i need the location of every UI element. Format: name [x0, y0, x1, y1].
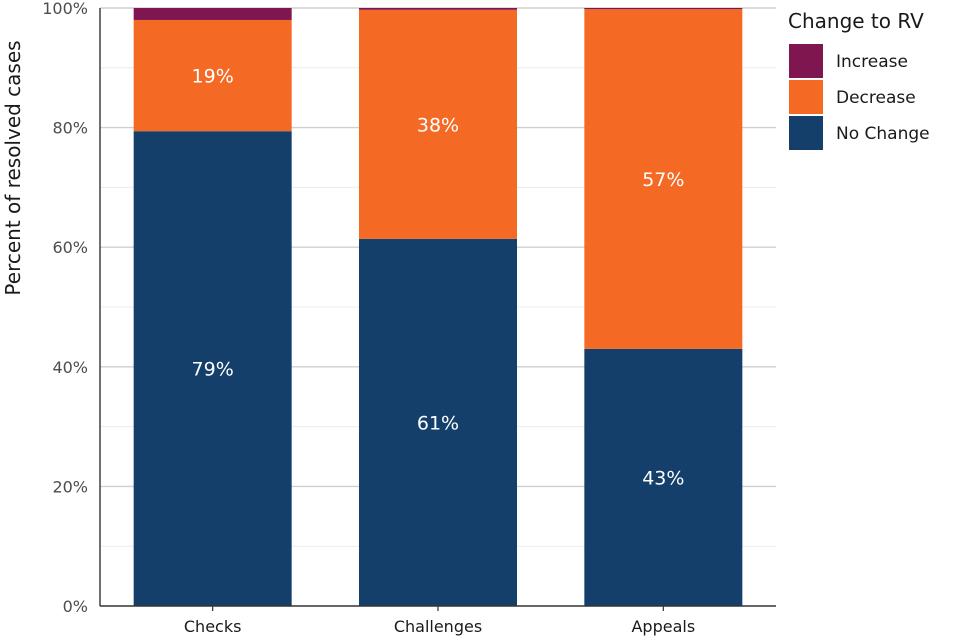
y-axis-title: Percent of resolved cases [1, 40, 25, 295]
x-tick-label: Challenges [394, 617, 482, 636]
y-tick-label: 40% [52, 358, 88, 377]
data-label-no-change-challenges: 61% [417, 412, 459, 434]
bars-layer [133, 8, 743, 607]
y-tick-label: 100% [42, 0, 88, 18]
data-label-no-change-appeals: 43% [642, 467, 684, 489]
legend-label-increase: Increase [836, 52, 908, 72]
legend-swatch-decrease [789, 80, 823, 114]
axis-layer: Checks Challenges Appeals 0% 20% 40% 60% 80% 100… [42, 0, 776, 636]
x-tick-label: Checks [184, 617, 242, 636]
bar-increase-challenges [359, 8, 517, 10]
labels-layer: 79% 19% 61% 38% 43% 57% [192, 66, 685, 490]
legend: Change to RV Increase Decrease No Change [788, 9, 930, 150]
data-label-no-change-checks: 79% [192, 359, 234, 381]
bar-decrease-challenges [359, 9, 517, 239]
bar-no-change-appeals [584, 348, 743, 606]
x-tick-label: Appeals [631, 617, 695, 636]
bar-decrease-appeals [584, 9, 743, 349]
bar-no-change-challenges [359, 238, 517, 606]
bar-decrease-checks [133, 19, 292, 132]
y-tick-label: 60% [52, 238, 88, 257]
y-tick-label: 20% [52, 477, 88, 496]
legend-label-decrease: Decrease [836, 88, 916, 108]
legend-label-no-change: No Change [836, 124, 930, 144]
data-label-decrease-appeals: 57% [642, 169, 684, 191]
y-tick-label: 0% [63, 597, 88, 616]
legend-title: Change to RV [788, 9, 924, 33]
legend-swatch-no-change [789, 116, 823, 150]
legend-swatch-increase [789, 44, 823, 78]
bar-no-change-checks [133, 131, 292, 607]
data-label-decrease-checks: 19% [192, 66, 234, 88]
bar-increase-appeals [584, 8, 743, 10]
y-tick-label: 80% [52, 119, 88, 138]
bar-increase-checks [133, 8, 292, 20]
data-label-decrease-challenges: 38% [417, 114, 459, 136]
legend-items: Increase Decrease No Change [789, 44, 930, 150]
